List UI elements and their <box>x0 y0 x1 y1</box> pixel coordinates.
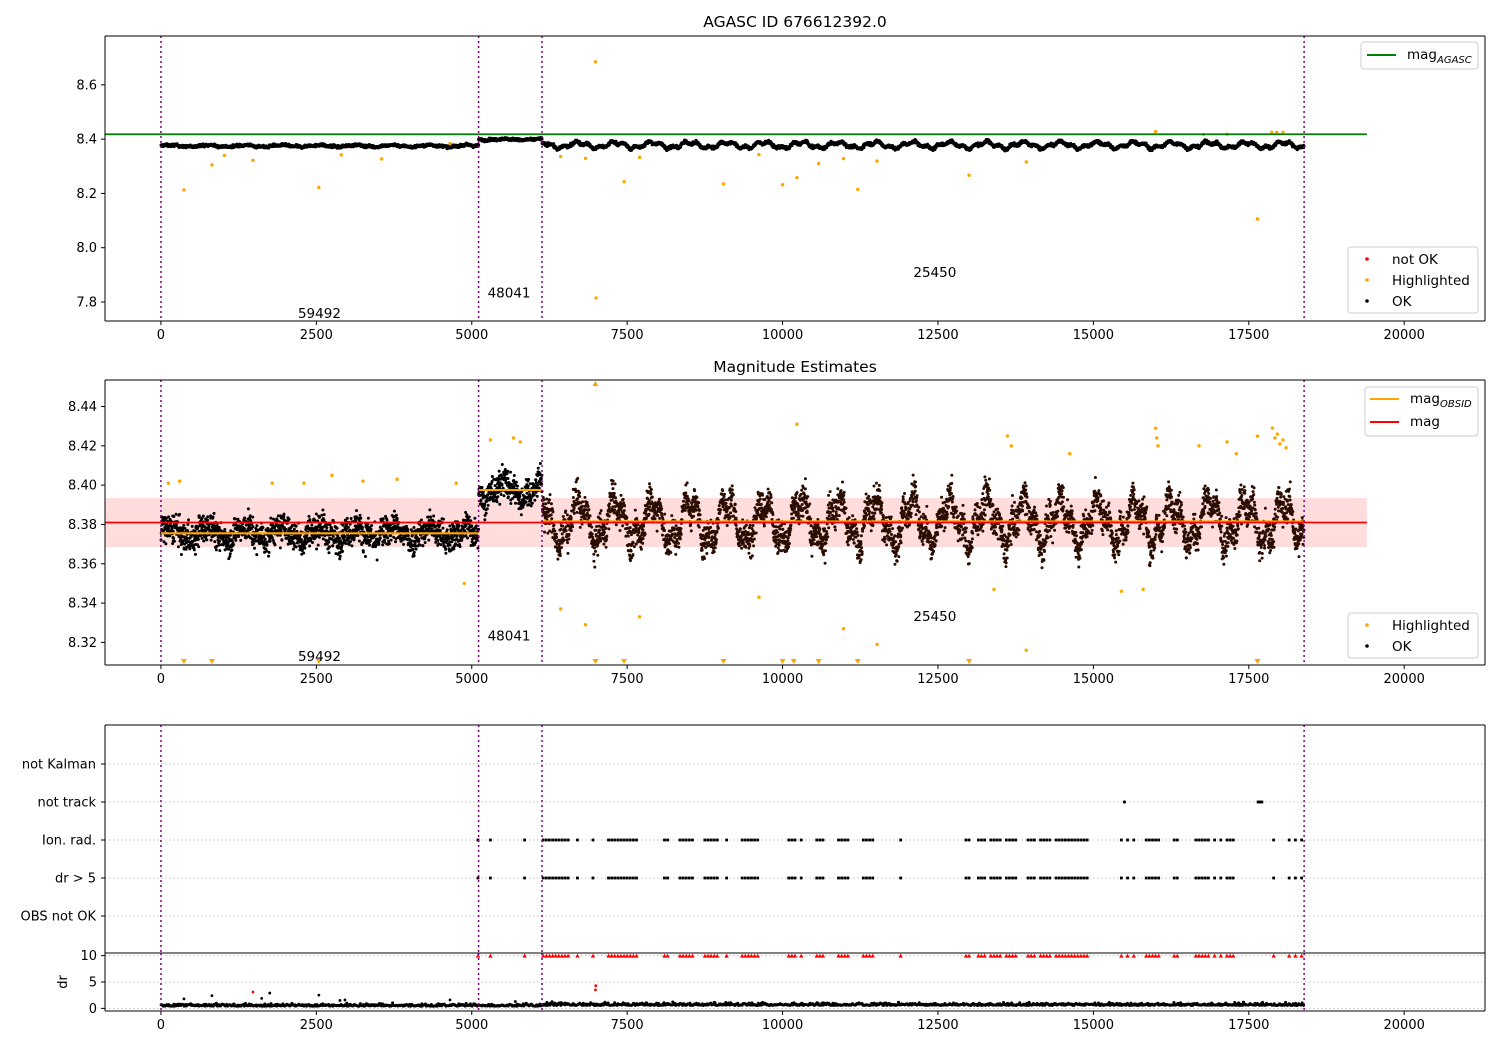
ok-point <box>197 545 201 549</box>
ok-point <box>187 518 191 522</box>
legend-marker <box>1365 257 1369 261</box>
ok-point <box>183 526 187 530</box>
ok-point <box>218 549 222 553</box>
legend-marker <box>1365 299 1369 303</box>
highlighted-point <box>875 159 879 163</box>
ok-point <box>211 515 215 519</box>
highlighted-point <box>1255 217 1260 221</box>
ok-point <box>212 511 216 515</box>
x-tick-label: 10000 <box>762 328 803 343</box>
ok-point <box>476 143 481 147</box>
ok-point <box>209 538 213 542</box>
highlighted-point <box>558 154 563 159</box>
highlighted-point <box>339 153 343 157</box>
legend-label-sub: AGASC <box>1436 55 1472 66</box>
ok-point <box>217 543 221 547</box>
highlighted-point <box>379 157 384 161</box>
segment-label: 59492 <box>298 306 341 322</box>
ok-point <box>172 515 176 519</box>
ok-point <box>540 137 544 141</box>
ok-point <box>200 536 204 540</box>
highlighted-point <box>757 152 761 157</box>
highlighted-point <box>1153 129 1158 134</box>
chart-title: AGASC ID 676612392.0 <box>703 13 887 31</box>
ok-point <box>204 529 208 533</box>
legend-label-base: mag <box>1407 47 1437 63</box>
ok-point <box>206 518 210 522</box>
segment-label: 48041 <box>488 286 531 302</box>
y-tick-label: 8.6 <box>76 78 97 93</box>
highlighted-point <box>448 142 452 146</box>
ok-point <box>176 545 180 549</box>
ok-point <box>188 547 192 551</box>
highlighted-point <box>967 173 971 177</box>
x-tick-label: 5000 <box>455 328 488 343</box>
ok-point <box>203 525 207 529</box>
ok-point <box>178 512 182 516</box>
highlighted-point <box>182 188 186 192</box>
ok-point <box>199 534 203 538</box>
highlighted-point <box>251 158 255 163</box>
highlighted-point <box>780 183 785 187</box>
ok-point <box>182 523 186 527</box>
highlighted-point <box>622 180 626 184</box>
ok-point <box>196 537 200 541</box>
ok-point <box>179 552 183 556</box>
y-tick-label: 8.4 <box>76 133 97 148</box>
x-tick-label: 12500 <box>917 328 958 343</box>
legend-label: OK <box>1392 294 1413 310</box>
ok-point <box>213 540 217 544</box>
y-tick-label: 7.8 <box>76 296 97 311</box>
legend-marker <box>1365 278 1369 282</box>
x-tick-label: 7500 <box>611 328 644 343</box>
highlighted-point <box>721 182 726 186</box>
highlighted-point <box>317 185 321 190</box>
legend-status: not OK Highlighted OK <box>1347 246 1479 314</box>
ok-point <box>862 145 866 150</box>
highlighted-point <box>222 153 227 158</box>
y-tick-label: 8.2 <box>76 187 97 202</box>
panel-agasc: 59492 48041 25450 0 2500 5000 7500 10000 12500 15… <box>76 13 1486 343</box>
ok-point <box>172 539 176 543</box>
legend-agasc: magAGASC <box>1360 41 1479 70</box>
ok-point <box>164 542 168 546</box>
highlighted-point <box>856 187 860 192</box>
highlighted-point <box>841 156 846 161</box>
highlighted-point <box>816 161 821 166</box>
ok-point <box>172 536 176 540</box>
ok-point <box>214 548 218 552</box>
panel-mag-plot-area <box>105 380 1367 665</box>
x-tick-label: 15000 <box>1073 328 1114 343</box>
highlighted-point <box>637 155 642 160</box>
highlighted-point <box>593 60 598 64</box>
ok-point <box>218 539 222 543</box>
y-tick-label: 8.0 <box>76 241 97 256</box>
ok-point <box>193 552 197 556</box>
ok-point <box>197 514 201 518</box>
highlighted-point <box>795 175 799 180</box>
ok-point <box>192 548 196 552</box>
ok-point <box>201 514 205 518</box>
segment-label: 25450 <box>913 265 956 281</box>
legend-label: not OK <box>1392 252 1439 268</box>
highlighted-point <box>583 156 588 161</box>
x-tick-label: 2500 <box>300 328 333 343</box>
ok-point <box>206 515 210 519</box>
ok-point <box>186 523 190 527</box>
ok-point <box>205 538 209 542</box>
x-tick-label: 17500 <box>1228 328 1269 343</box>
highlighted-point <box>210 163 214 167</box>
legend-label: Highlighted <box>1392 273 1470 289</box>
ok-point <box>202 539 206 543</box>
x-tick-label: 20000 <box>1384 328 1425 343</box>
panel-agasc-plot-area <box>105 36 1367 321</box>
highlighted-point <box>594 296 598 300</box>
ok-point <box>190 524 194 528</box>
x-tick-label: 0 <box>157 328 165 343</box>
ok-point <box>174 512 178 516</box>
highlighted-point <box>1024 160 1028 164</box>
